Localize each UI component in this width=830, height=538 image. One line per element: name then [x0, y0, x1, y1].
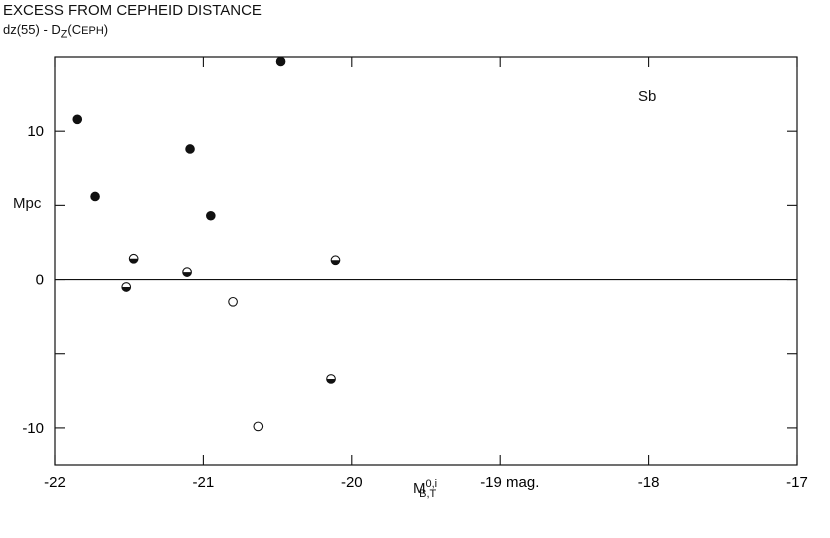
y-tick-label-4: -10 [22, 420, 44, 437]
open-point-0 [228, 296, 238, 307]
panel-label: Sb [638, 88, 657, 105]
y-tick-label-2: 0 [36, 272, 44, 289]
filled-point-0 [72, 114, 83, 125]
chart-title: EXCESS FROM CEPHEID DISTANCE [3, 2, 262, 19]
chart-title-block: EXCESS FROM CEPHEID DISTANCE dz(55) - DZ… [3, 1, 262, 45]
x-tick-label-4: -18 [638, 474, 660, 491]
x-tick-label-5: -17 [786, 474, 808, 491]
data-points [72, 56, 341, 432]
filled-point-2 [185, 144, 195, 154]
half-point-3 [330, 255, 341, 266]
x-tick-label-1: -21 [193, 474, 215, 491]
x-tick-label-2: -20 [341, 474, 363, 491]
x-tick-label-3: -19 mag. [480, 474, 539, 491]
half-point-4 [326, 374, 336, 384]
half-point-2 [121, 282, 132, 292]
axis-ticks: -22 -21 -20 -19 mag. -18 -17 10 0 -10 [22, 57, 808, 491]
filled-point-1 [90, 191, 100, 202]
plot-frame [54, 56, 798, 466]
half-point-0 [128, 253, 139, 264]
open-point-1 [253, 421, 264, 432]
y-axis-label: Mpc [13, 195, 42, 212]
chart-subtitle: dz(55) - DZ(CEPH) [3, 22, 109, 41]
filled-point-3 [206, 210, 216, 221]
x-axis-label: M0,iB,T [413, 478, 438, 500]
half-point-1 [182, 267, 192, 277]
y-tick-label-0: 10 [27, 123, 44, 140]
x-tick-label-0: -22 [44, 474, 66, 491]
filled-point-4 [275, 56, 286, 67]
